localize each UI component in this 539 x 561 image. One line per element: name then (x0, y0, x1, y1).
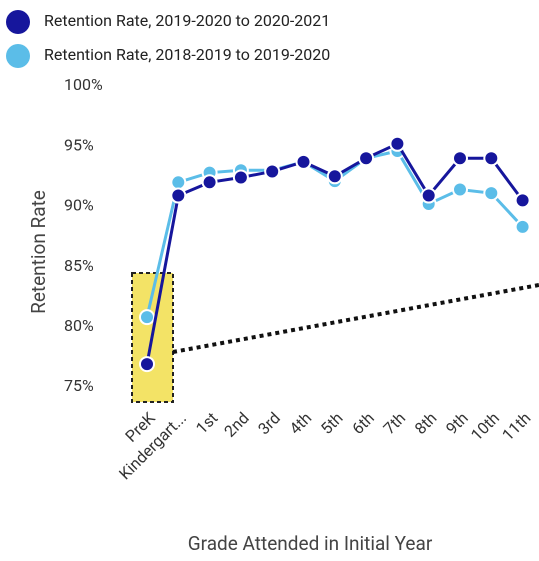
data-point (420, 187, 437, 204)
y-tick-label: 90% (64, 196, 94, 215)
data-point (295, 153, 312, 170)
data-point (232, 169, 249, 186)
x-tick-label: 11th (498, 408, 534, 444)
legend-marker (6, 44, 30, 68)
x-tick-label: 8th (411, 408, 441, 438)
legend-marker (6, 10, 30, 34)
y-tick-label: 75% (64, 376, 94, 395)
y-tick-label: 95% (64, 135, 94, 154)
data-point (514, 218, 531, 235)
data-point (514, 192, 531, 209)
data-point (483, 150, 500, 167)
data-point (139, 356, 155, 373)
data-point (139, 309, 155, 326)
x-tick-label: 1st (192, 408, 221, 437)
x-tick-label: 9th (442, 408, 472, 438)
data-point (170, 187, 187, 204)
legend-label: Retention Rate, 2018-2019 to 2019-2020 (44, 45, 330, 64)
x-tick-label: 5th (317, 408, 347, 438)
annotation-line (172, 283, 539, 354)
x-tick-label: 10th (467, 408, 503, 444)
data-point (326, 168, 343, 185)
data-point (483, 185, 500, 202)
data-point (358, 150, 375, 167)
x-tick-label: 4th (286, 408, 316, 438)
data-point (452, 150, 468, 167)
x-axis-title: Grade Attended in Initial Year (188, 532, 433, 555)
data-point (170, 174, 187, 191)
x-tick-label: 2nd (220, 408, 252, 440)
y-axis-title: Retention Rate (27, 190, 50, 314)
x-tick-label: 3rd (254, 408, 284, 438)
data-point (452, 181, 468, 198)
data-point (201, 174, 218, 191)
data-point (389, 135, 406, 152)
x-tick-label: 7th (379, 408, 409, 438)
y-tick-label: 100% (64, 75, 103, 94)
y-tick-label: 85% (64, 256, 94, 275)
legend-label: Retention Rate, 2019-2020 to 2020-2021 (44, 11, 330, 30)
data-point (264, 163, 281, 180)
x-tick-label: 6th (348, 408, 378, 438)
y-tick-label: 80% (64, 316, 94, 335)
